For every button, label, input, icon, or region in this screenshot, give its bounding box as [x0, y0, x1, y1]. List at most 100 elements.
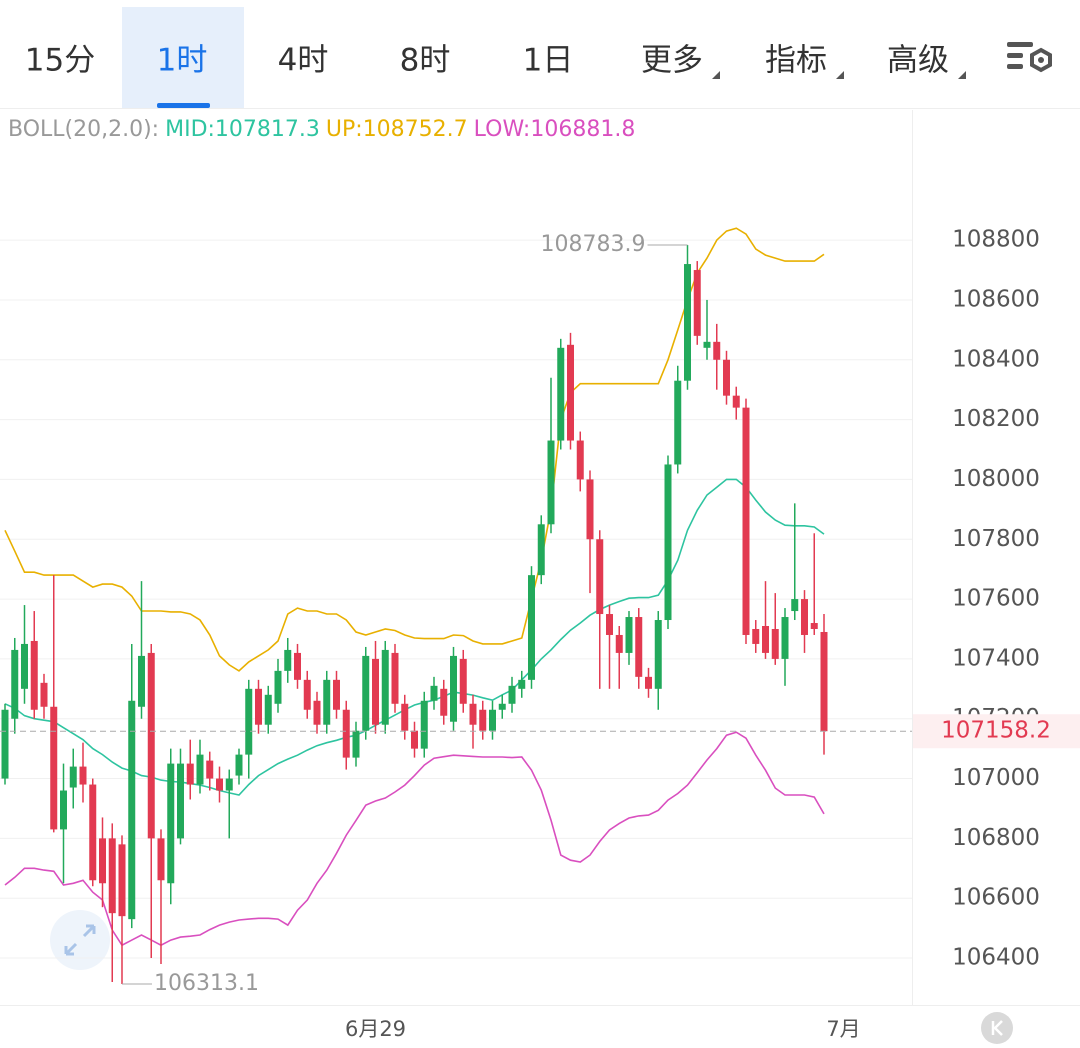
- tab[interactable]: 1时: [122, 7, 244, 108]
- candle-body: [450, 655, 457, 722]
- candle-body: [518, 679, 526, 689]
- y-tick-label: 108400: [952, 346, 1040, 372]
- candle-body: [245, 688, 253, 755]
- candle-body: [596, 539, 604, 615]
- candle-body: [157, 838, 165, 881]
- legend-value: 108752.7: [363, 117, 468, 142]
- price-tag-label: 107158.2: [941, 718, 1051, 744]
- candle-body: [645, 676, 652, 689]
- price-tag: [913, 714, 1080, 749]
- y-tick-label: 108000: [952, 466, 1040, 492]
- candle-body: [469, 703, 477, 725]
- y-tick-label: 108800: [952, 227, 1040, 253]
- tab-label: 1日: [523, 43, 574, 79]
- menu-arrow: [958, 71, 966, 79]
- candle-body: [537, 524, 545, 576]
- icon-part: [1038, 57, 1044, 63]
- settings-icon[interactable]: [1007, 42, 1052, 73]
- candle-body: [138, 655, 145, 707]
- candle-body: [430, 685, 438, 701]
- candle-body: [303, 679, 311, 710]
- candle-body: [771, 628, 779, 659]
- candle-body: [216, 778, 223, 791]
- candle-body: [342, 709, 350, 758]
- button-bg: [981, 1012, 1013, 1044]
- candle-body: [128, 700, 136, 920]
- menu[interactable]: 更多: [641, 43, 720, 80]
- candle-body: [323, 679, 331, 725]
- icon-part: [1007, 42, 1033, 47]
- candle-body: [313, 700, 321, 725]
- y-tick-label: 107600: [952, 586, 1040, 612]
- tab-label: 1时: [157, 43, 208, 79]
- tab[interactable]: 1日: [523, 43, 574, 79]
- candle-body: [21, 643, 28, 689]
- candle-body: [1, 709, 9, 779]
- y-tick-label: 107000: [952, 765, 1040, 791]
- candle-body: [781, 617, 789, 659]
- boll-line: [4, 478, 825, 796]
- candle-body: [489, 709, 496, 731]
- candle-body: [567, 344, 574, 441]
- candle-body: [762, 626, 769, 653]
- legend-name: UP:: [326, 117, 363, 142]
- menu-arrow: [712, 71, 720, 79]
- y-tick-label: 106600: [952, 885, 1040, 911]
- x-tick-label: 6月29: [345, 1017, 406, 1041]
- menu-label: 指标: [765, 43, 827, 79]
- legend-name: MID:: [165, 117, 215, 142]
- tab[interactable]: 15分: [25, 43, 95, 79]
- candle-body: [108, 838, 116, 914]
- boll-line: [4, 731, 825, 947]
- y-tick-label: 107400: [952, 645, 1040, 671]
- candle-body: [196, 754, 204, 785]
- candle-body: [118, 844, 126, 917]
- menu[interactable]: 指标: [765, 43, 844, 80]
- menu[interactable]: 高级: [887, 43, 966, 80]
- x-tick-label: 7月: [826, 1017, 860, 1041]
- candle-body: [99, 838, 106, 884]
- button-icon: [991, 1020, 1003, 1036]
- candle-body: [810, 623, 818, 629]
- boll-line: [4, 227, 825, 672]
- candle-body: [147, 652, 155, 839]
- tab[interactable]: 8时: [400, 43, 451, 79]
- tab-label: 15分: [25, 43, 95, 79]
- expand-button[interactable]: [50, 910, 110, 970]
- candle-body: [606, 614, 613, 635]
- y-tick-label: 108200: [952, 406, 1040, 432]
- candle-body: [635, 617, 643, 677]
- legend-indicator: BOLL(20,2.0):: [8, 117, 159, 142]
- candle-body: [625, 617, 633, 653]
- candle-body: [498, 703, 506, 710]
- icon-part: [1030, 47, 1052, 73]
- candle-body: [255, 688, 262, 725]
- candle-body: [654, 620, 662, 689]
- menu-arrow: [836, 71, 844, 79]
- candle-body: [50, 706, 58, 830]
- candle-body: [752, 628, 760, 644]
- candle-body: [723, 359, 730, 396]
- y-tick-label: 108600: [952, 286, 1040, 312]
- candle-body: [362, 655, 370, 731]
- candle-body: [333, 679, 340, 710]
- candle-body: [411, 730, 418, 749]
- candle-body: [79, 766, 87, 785]
- candle-body: [732, 395, 740, 408]
- candle-body: [703, 341, 711, 348]
- y-tick-label: 107800: [952, 526, 1040, 552]
- candle-body: [693, 270, 701, 336]
- menu-label: 高级: [887, 43, 949, 79]
- icon-part: [1007, 64, 1023, 69]
- candle-body: [820, 631, 828, 732]
- candle-body: [381, 649, 389, 725]
- candle-body: [615, 634, 623, 653]
- max-label: 108783.9: [541, 232, 646, 257]
- tab-label: 8时: [400, 43, 451, 79]
- k-button[interactable]: [981, 1012, 1013, 1044]
- candle-body: [528, 575, 535, 680]
- tab[interactable]: 4时: [278, 43, 329, 79]
- candle-body: [89, 784, 97, 881]
